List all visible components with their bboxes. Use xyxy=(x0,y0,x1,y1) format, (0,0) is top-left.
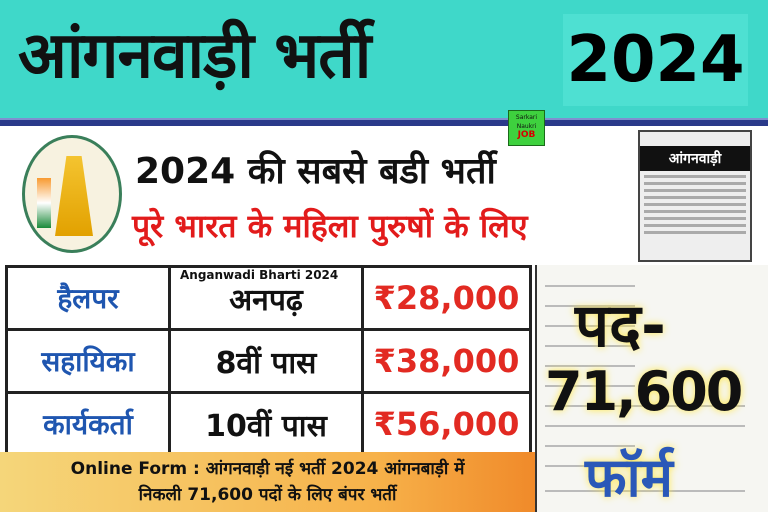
application-form-image xyxy=(535,265,768,512)
caption-line: Online Form : आंगनवाड़ी नई भर्ती 2024 आं… xyxy=(70,459,465,479)
posts-label: पद- xyxy=(575,291,666,361)
salary-cell: ₹38,000 xyxy=(364,331,529,391)
posts-table: हैलपर अनपढ़ ₹28,000 सहायिका 8वीं पास ₹38… xyxy=(5,265,532,457)
post-cell: हैलपर xyxy=(8,268,168,328)
page-title: आंगनवाड़ी भर्ती xyxy=(18,19,371,93)
subheading-secondary: पूरे भारत के महिला पुरुषों के लिए xyxy=(132,207,528,245)
post-cell: कार्यकर्ता xyxy=(8,394,168,454)
post-cell: सहायिका xyxy=(8,331,168,391)
form-label: फॉर्म xyxy=(585,446,673,509)
site-logo: Sarkari Naukri JOB xyxy=(508,110,545,146)
divider xyxy=(0,118,768,126)
subheading-main: 2024 की सबसे बडी भर्ती xyxy=(135,151,496,192)
qualification-cell: 10वीं पास xyxy=(171,394,361,454)
table-label: Anganwadi Bharti 2024 xyxy=(180,268,339,282)
qualification-cell: 8वीं पास xyxy=(171,331,361,391)
newspaper-heading: आंगनवाड़ी xyxy=(640,146,750,171)
salary-cell: ₹28,000 xyxy=(364,268,529,328)
salary-cell: ₹56,000 xyxy=(364,394,529,454)
caption-banner: Online Form : आंगनवाड़ी नई भर्ती 2024 आं… xyxy=(0,452,535,512)
qualification-cell: अनपढ़ xyxy=(171,268,361,328)
state-emblem-icon xyxy=(22,135,122,253)
newspaper-clipping: आंगनवाड़ी xyxy=(638,130,752,262)
year-badge: 2024 xyxy=(563,14,748,106)
posts-count: 71,600 xyxy=(545,360,743,423)
caption-line: निकली 71,600 पदों के लिए बंपर भर्ती xyxy=(138,485,397,505)
